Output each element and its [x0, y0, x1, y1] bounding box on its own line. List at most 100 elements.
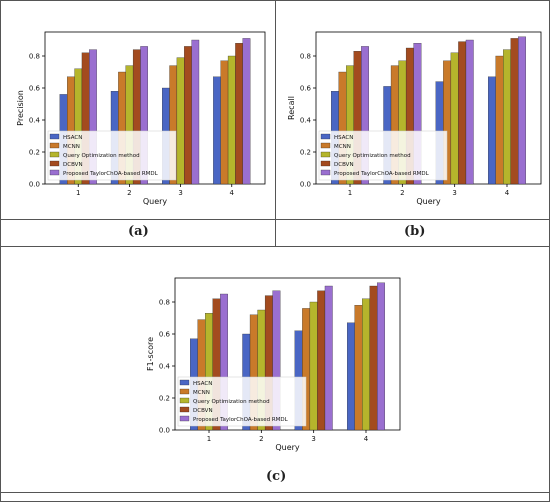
plot-area — [315, 31, 542, 185]
legend-swatch — [49, 151, 60, 158]
bar-dcbvn-q3 — [184, 46, 192, 185]
x-tick-label: 1 — [76, 189, 80, 197]
y-tick-label: 0.2 — [300, 149, 311, 157]
bar-query-optimization-method-q4 — [362, 298, 370, 431]
y-tick-label: 0.4 — [159, 363, 171, 371]
legend-swatch — [320, 169, 331, 176]
x-tick-label: 4 — [505, 189, 510, 197]
y-tick-label: 0.0 — [159, 427, 170, 435]
bar-mcnn-q4 — [220, 60, 229, 185]
legend-entry: HSACN — [63, 135, 82, 141]
bar-dcbvn-q4 — [235, 43, 243, 185]
bar-proposed-taylorchoa-based-rmdl-q4 — [377, 282, 385, 431]
legend-swatch — [320, 160, 331, 167]
bar-dcbvn-q3 — [317, 290, 326, 431]
legend-entry: Proposed TaylorChOA-based RMDL — [63, 171, 159, 177]
legend-swatch — [179, 379, 190, 386]
bar-proposed-taylorchoa-based-rmdl-q1 — [89, 49, 97, 185]
x-tick-label: 4 — [230, 189, 235, 197]
bar-mcnn-q4 — [495, 55, 504, 185]
legend-entry: DCBVN — [63, 162, 83, 168]
bar-proposed-taylorchoa-based-rmdl-q3 — [465, 39, 474, 185]
bar-query-optimization-method-q4 — [227, 55, 236, 185]
legend-entry: MCNN — [334, 144, 351, 150]
legend-swatch — [49, 142, 60, 149]
bar-dcbvn-q3 — [458, 41, 467, 185]
legend-entry: HSACN — [193, 381, 212, 387]
plot-area — [174, 277, 401, 431]
legend-box — [177, 376, 307, 427]
y-tick-label: 0.6 — [29, 85, 41, 93]
bar-hsacn-q4 — [488, 76, 496, 185]
bar-query-optimization-method-q3 — [450, 52, 459, 185]
legend-swatch — [49, 133, 60, 140]
x-axis-label: Query — [275, 443, 300, 452]
divider-caption-row-top — [0, 219, 550, 220]
legend-swatch — [179, 397, 190, 404]
y-tick-label: 0.6 — [159, 331, 171, 339]
bar-proposed-taylorchoa-based-rmdl-q4 — [518, 36, 526, 185]
x-axis-label: Query — [416, 197, 441, 206]
legend-entry: Proposed TaylorChOA-based RMDL — [334, 171, 430, 177]
x-tick-label: 3 — [311, 435, 315, 443]
y-axis-label: Precision — [16, 90, 25, 126]
bar-query-optimization-method-q4 — [503, 49, 511, 185]
legend-swatch — [179, 388, 190, 395]
legend-swatch — [320, 142, 331, 149]
x-tick-label: 2 — [400, 189, 404, 197]
x-tick-label: 2 — [127, 189, 131, 197]
x-tick-label: 3 — [178, 189, 182, 197]
legend-entry: Query Optimization method — [193, 399, 270, 405]
bar-query-optimization-method-q3 — [176, 57, 185, 185]
f1-score-chart: 0.0 0.2 0.4 0.6 0.8 1 2 3 4 Query F1-score HSACN MCN… — [146, 277, 401, 452]
legend-swatch — [49, 160, 60, 167]
y-tick-label: 0.8 — [29, 53, 40, 61]
y-tick-label: 0.0 — [300, 181, 311, 189]
x-tick-label: 2 — [259, 435, 263, 443]
legend-box — [47, 130, 177, 181]
bar-proposed-taylorchoa-based-rmdl-q2 — [140, 46, 148, 185]
bar-query-optimization-method-q3 — [309, 301, 318, 431]
legend-swatch — [49, 169, 60, 176]
legend-entry: HSACN — [334, 135, 353, 141]
legend-swatch — [179, 415, 190, 422]
bar-dcbvn-q4 — [369, 285, 378, 431]
bar-proposed-taylorchoa-based-rmdl-q2 — [272, 290, 281, 431]
precision-chart: 0.0 0.2 0.4 0.6 0.8 1 2 3 4 Query Precision HSACN MC… — [16, 31, 266, 206]
y-tick-label: 0.4 — [300, 117, 312, 125]
legend-box — [318, 130, 448, 181]
bar-proposed-taylorchoa-based-rmdl-q4 — [242, 38, 251, 185]
bar-proposed-taylorchoa-based-rmdl-q1 — [361, 46, 369, 185]
bar-proposed-taylorchoa-based-rmdl-q3 — [324, 285, 333, 431]
legend-entry: Query Optimization method — [334, 153, 411, 159]
y-tick-label: 0.2 — [29, 149, 40, 157]
legend-entry: MCNN — [193, 390, 210, 396]
legend-swatch — [320, 133, 331, 140]
y-tick-label: 0.8 — [300, 53, 311, 61]
divider-vertical-top — [275, 0, 276, 246]
bar-hsacn-q4 — [347, 322, 355, 431]
plot-area — [44, 31, 266, 185]
y-tick-label: 0.6 — [300, 85, 312, 93]
bar-hsacn-q4 — [213, 76, 221, 185]
legend-swatch — [179, 406, 190, 413]
y-axis-label: Recall — [287, 96, 296, 120]
divider-bottom-caption — [0, 492, 550, 493]
y-tick-label: 0.8 — [159, 299, 170, 307]
legend-entry: Query Optimization method — [63, 153, 140, 159]
x-tick-label: 1 — [207, 435, 211, 443]
x-tick-label: 4 — [364, 435, 369, 443]
legend-entry: DCBVN — [334, 162, 354, 168]
caption-c: (c) — [266, 469, 287, 484]
bar-proposed-taylorchoa-based-rmdl-q2 — [413, 43, 422, 185]
y-tick-label: 0.4 — [29, 117, 41, 125]
legend-entry: DCBVN — [193, 408, 213, 414]
y-tick-label: 0.2 — [159, 395, 170, 403]
bar-proposed-taylorchoa-based-rmdl-q1 — [220, 293, 228, 431]
y-axis-label: F1-score — [146, 337, 155, 371]
legend-entry: MCNN — [63, 144, 80, 150]
caption-b: (b) — [404, 224, 426, 239]
recall-chart: 0.0 0.2 0.4 0.6 0.8 1 2 3 4 Query Recall HSACN MCNN Q… — [287, 31, 542, 206]
divider-top-row-bottom — [0, 246, 550, 247]
x-axis-label: Query — [143, 197, 168, 206]
